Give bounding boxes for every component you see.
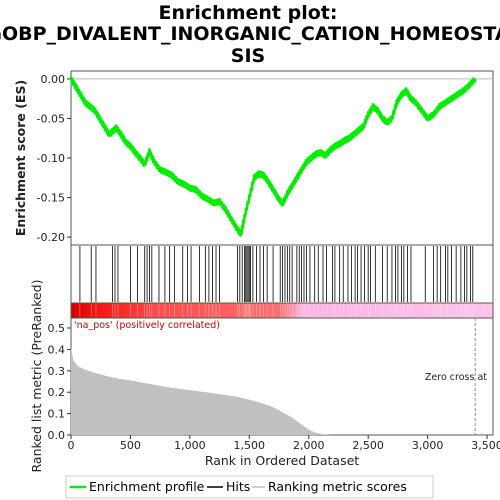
ranked-ytick-label: 0.1 (48, 408, 66, 421)
gradient-hit-markers (79, 304, 474, 317)
title-line-1: Enrichment plot: (159, 2, 338, 24)
title-line-3: SIS (231, 45, 265, 67)
x-tick-label: 500 (120, 439, 141, 452)
title-line-2: GOBP_DIVALENT_INORGANIC_CATION_HOMEOSTA (0, 23, 500, 45)
es-panel-ticks: 0.00 -0.05 -0.10 -0.15 -0.20 (37, 73, 493, 244)
legend-ranking-label: Ranking metric scores (268, 479, 407, 494)
es-ytick-label: -0.10 (37, 152, 65, 165)
ranked-ylabel: Ranked list metric (PreRanked) (29, 280, 44, 473)
ranked-ytick-label: 0.4 (48, 343, 66, 356)
x-tick-label: 3,500 (471, 439, 500, 452)
gradient-label: 'na_pos' (positively correlated) (74, 320, 220, 331)
x-tick-label: 1,000 (174, 439, 206, 452)
es-ylabel: Enrichment score (ES) (13, 80, 28, 236)
ranked-metric-area (71, 347, 476, 435)
hit-markers (79, 246, 474, 302)
ranked-ytick-label: 0.2 (48, 386, 66, 399)
ranked-ytick-label: 0.5 (48, 322, 66, 335)
x-axis-label: Rank in Ordered Dataset (205, 453, 359, 468)
legend-box (65, 475, 434, 499)
legend-enrichment-label: Enrichment profile (89, 479, 205, 494)
x-tick-label: 2,500 (352, 439, 384, 452)
x-tick-label: 3,000 (412, 439, 444, 452)
es-ytick-label: -0.20 (37, 231, 65, 244)
legend-hits-label: Hits (226, 479, 250, 494)
ranked-ytick-label: 0.3 (48, 365, 66, 378)
x-tick-label: 2,000 (293, 439, 325, 452)
enrichment-profile-line (69, 76, 477, 237)
ranked-panel-ticks: 0.0 0.1 0.2 0.3 0.4 0.5 (48, 322, 71, 442)
es-ytick-label: -0.05 (37, 112, 65, 125)
x-axis-ticks: 0 500 1,000 1,500 2,000 2,500 3,000 3,500 (68, 435, 500, 452)
ranked-ytick-label: 0.0 (48, 429, 66, 442)
rank-gradient-bar (70, 302, 494, 319)
zero-cross-label: Zero cross at (425, 372, 487, 383)
x-tick-label: 1,500 (234, 439, 266, 452)
x-tick-label: 0 (68, 439, 75, 452)
es-ytick-label: 0.00 (41, 73, 66, 86)
es-ytick-label: -0.15 (37, 192, 65, 205)
